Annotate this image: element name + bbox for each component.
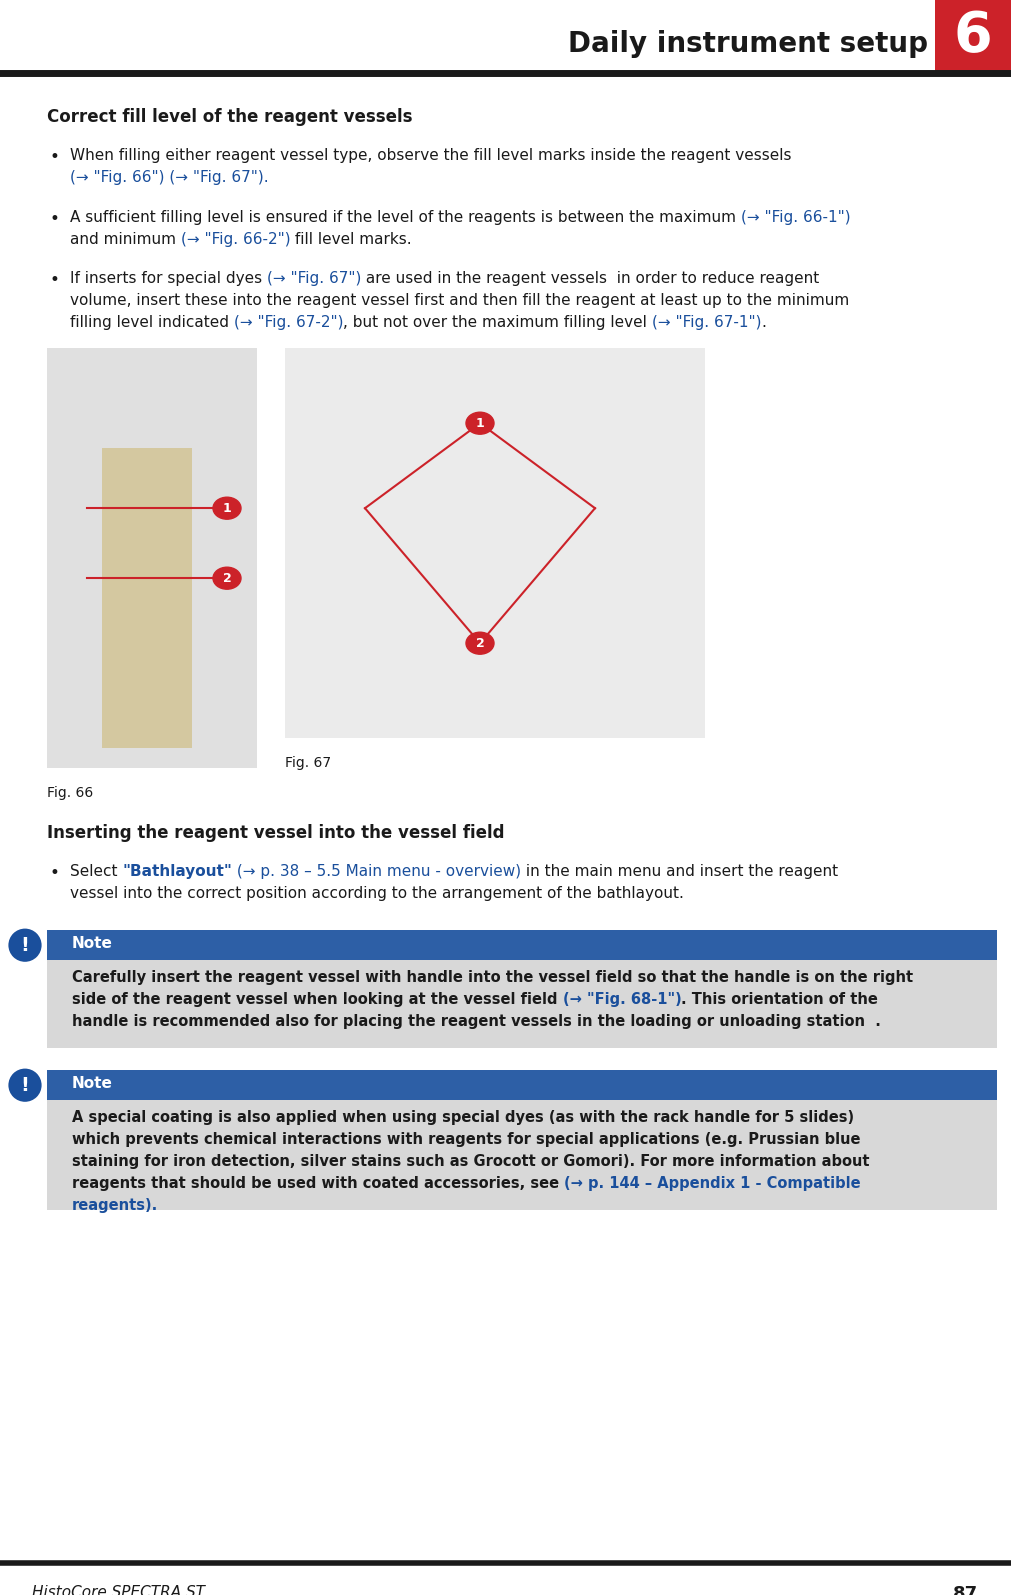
Text: volume, insert these into the reagent vessel first and then fill the reagent at : volume, insert these into the reagent ve… — [70, 293, 849, 308]
Text: If inserts for special dyes: If inserts for special dyes — [70, 271, 267, 286]
Text: staining for iron detection, silver stains such as Grocott or Gomori). For more : staining for iron detection, silver stai… — [72, 1155, 869, 1169]
Text: Inserting the reagent vessel into the vessel field: Inserting the reagent vessel into the ve… — [47, 825, 504, 842]
Text: Select: Select — [70, 864, 122, 879]
Text: , but not over the maximum filling level: , but not over the maximum filling level — [344, 316, 652, 330]
Text: Note: Note — [72, 1077, 113, 1091]
Text: (→ "Fig. 67"): (→ "Fig. 67") — [267, 271, 361, 286]
Bar — [935, 0, 1011, 72]
Text: which prevents chemical interactions with reagents for special applications (e.g: which prevents chemical interactions wit… — [72, 1132, 860, 1147]
Text: (→ "Fig. 66") (→ "Fig. 67").: (→ "Fig. 66") (→ "Fig. 67"). — [70, 171, 269, 185]
Ellipse shape — [213, 568, 241, 589]
Text: When filling either reagent vessel type, observe the fill level marks inside the: When filling either reagent vessel type,… — [70, 148, 792, 163]
Bar — [47, 348, 257, 769]
Text: 1: 1 — [222, 502, 232, 515]
Bar — [47, 930, 997, 960]
Text: •: • — [50, 864, 60, 882]
Bar — [47, 1070, 997, 1101]
Text: !: ! — [20, 1075, 29, 1094]
Ellipse shape — [466, 632, 494, 654]
Text: "Bathlayout": "Bathlayout" — [122, 864, 233, 879]
Text: (→ "Fig. 67-1"): (→ "Fig. 67-1") — [652, 316, 761, 330]
Text: Note: Note — [72, 936, 113, 951]
Text: •: • — [50, 271, 60, 289]
Text: reagents).: reagents). — [72, 1198, 159, 1214]
Text: !: ! — [20, 936, 29, 955]
Text: Daily instrument setup: Daily instrument setup — [568, 30, 928, 57]
Ellipse shape — [213, 498, 241, 520]
Text: Correct fill level of the reagent vessels: Correct fill level of the reagent vessel… — [47, 108, 412, 126]
Text: handle is recommended also for placing the reagent vessels in the loading or unl: handle is recommended also for placing t… — [72, 1014, 881, 1029]
Text: A special coating is also applied when using special dyes (as with the rack hand: A special coating is also applied when u… — [72, 1110, 854, 1124]
Text: and minimum: and minimum — [70, 231, 181, 247]
Bar — [102, 448, 192, 748]
Text: 2: 2 — [475, 636, 484, 649]
Text: fill level marks.: fill level marks. — [290, 231, 412, 247]
Text: are used in the reagent vessels  in order to reduce reagent: are used in the reagent vessels in order… — [361, 271, 820, 286]
Text: (→ "Fig. 67-2"): (→ "Fig. 67-2") — [234, 316, 344, 330]
Text: 2: 2 — [222, 571, 232, 585]
Text: 87: 87 — [953, 1585, 978, 1595]
Text: (→ "Fig. 66-2"): (→ "Fig. 66-2") — [181, 231, 290, 247]
Text: in the main menu and insert the reagent: in the main menu and insert the reagent — [522, 864, 838, 879]
Circle shape — [7, 927, 43, 963]
Text: A sufficient filling level is ensured if the level of the reagents is between th: A sufficient filling level is ensured if… — [70, 209, 741, 225]
Text: Fig. 67: Fig. 67 — [285, 756, 332, 770]
Ellipse shape — [466, 412, 494, 434]
Text: Carefully insert the reagent vessel with handle into the vessel field so that th: Carefully insert the reagent vessel with… — [72, 970, 913, 986]
Text: (→ "Fig. 68-1"): (→ "Fig. 68-1") — [563, 992, 681, 1006]
Text: Fig. 66: Fig. 66 — [47, 786, 93, 801]
Circle shape — [7, 1067, 43, 1104]
Text: reagents that should be used with coated accessories, see: reagents that should be used with coated… — [72, 1176, 564, 1191]
Text: (→ "Fig. 66-1"): (→ "Fig. 66-1") — [741, 209, 850, 225]
Text: HistoCore SPECTRA ST: HistoCore SPECTRA ST — [32, 1585, 205, 1595]
Text: •: • — [50, 148, 60, 166]
Text: •: • — [50, 209, 60, 228]
Text: filling level indicated: filling level indicated — [70, 316, 234, 330]
Text: side of the reagent vessel when looking at the vessel field: side of the reagent vessel when looking … — [72, 992, 563, 1006]
Bar — [285, 348, 705, 738]
Bar — [47, 960, 997, 1048]
Text: (→ p. 38 – 5.5 Main menu - overview): (→ p. 38 – 5.5 Main menu - overview) — [233, 864, 522, 879]
Text: (→ p. 144 – Appendix 1 - Compatible: (→ p. 144 – Appendix 1 - Compatible — [564, 1176, 861, 1191]
Bar — [47, 1101, 997, 1211]
Text: 1: 1 — [475, 416, 484, 429]
Text: 6: 6 — [953, 10, 993, 62]
Text: . This orientation of the: . This orientation of the — [681, 992, 879, 1006]
Text: vessel into the correct position according to the arrangement of the bathlayout.: vessel into the correct position accordi… — [70, 887, 683, 901]
Text: .: . — [761, 316, 766, 330]
